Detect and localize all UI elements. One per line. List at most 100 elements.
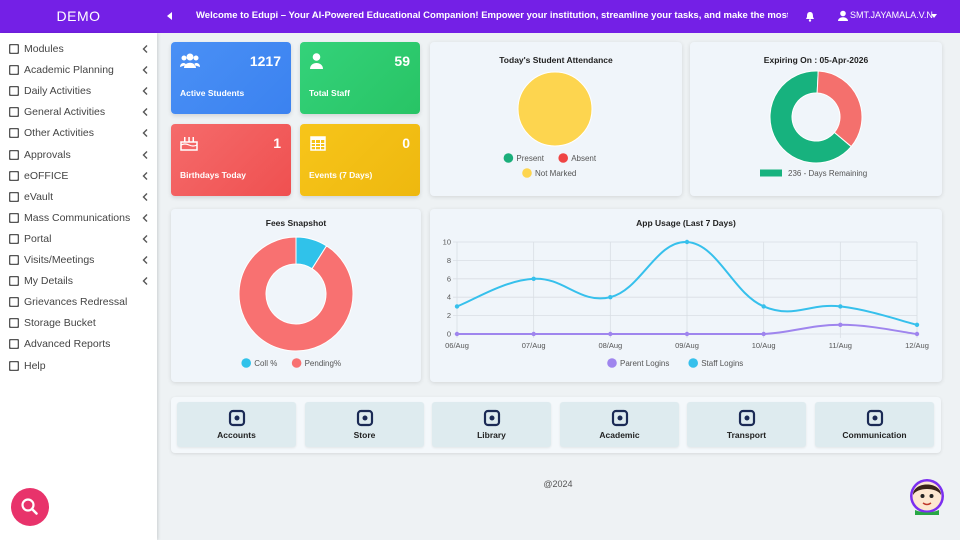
- chevron-icon: [142, 234, 148, 243]
- data-point: [761, 331, 766, 337]
- menu-item[interactable]: Mass Communications: [0, 208, 157, 228]
- chart-title: App Usage (Last 7 Days): [636, 218, 736, 228]
- menu-icon: [9, 360, 19, 371]
- menu-item[interactable]: Visits/Meetings: [0, 250, 157, 270]
- legend-marker: [558, 153, 568, 163]
- icon-shape: [611, 409, 629, 427]
- slice: [769, 70, 852, 164]
- toggle-icon[interactable]: [166, 11, 174, 21]
- marquee: Welcome to Edupi – Your AI-Powered Educa…: [196, 10, 788, 21]
- menu-icon: [9, 191, 19, 202]
- quick-link[interactable]: Transport: [687, 402, 806, 447]
- menu-item[interactable]: eOFFICE: [0, 166, 157, 186]
- quick-link[interactable]: Academic: [560, 402, 679, 447]
- menu-item[interactable]: Approvals: [0, 145, 157, 165]
- slice: [517, 71, 593, 147]
- quick-link-label: Store: [353, 430, 376, 440]
- menu-item[interactable]: Other Activities: [0, 123, 157, 143]
- chevron: [142, 213, 148, 222]
- brand[interactable]: DEMO: [56, 8, 101, 24]
- y-tick-label: 2: [447, 311, 451, 320]
- menu-item[interactable]: General Activities: [0, 102, 157, 122]
- icon-shape: [9, 170, 19, 181]
- menu-item[interactable]: My Details: [0, 271, 157, 291]
- sidebar: Modules Academic Planning Daily Activities…: [0, 33, 157, 540]
- data-point: [914, 331, 920, 337]
- menu-icon: [9, 170, 19, 181]
- bell-icon[interactable]: [805, 11, 815, 22]
- menu-label: Portal: [24, 232, 52, 245]
- menu-label: Daily Activities: [24, 85, 92, 98]
- user-name[interactable]: SMT.JAYAMALA.V.N: [850, 10, 933, 20]
- chart-title: Expiring On : 05-Apr-2026: [764, 55, 869, 65]
- legend-label: 236 - Days Remaining: [788, 169, 867, 178]
- stat-card[interactable]: 59 Total Staff: [300, 42, 420, 114]
- menu-item[interactable]: Portal: [0, 229, 157, 249]
- assistant-avatar[interactable]: [909, 477, 945, 515]
- icon-shape: [9, 255, 19, 265]
- icon-shape: [362, 415, 368, 421]
- menu-icon: [9, 318, 19, 329]
- slice: [816, 70, 863, 148]
- menu-item[interactable]: Help: [0, 356, 157, 376]
- menu-item[interactable]: eVault: [0, 187, 157, 207]
- chevron-icon: [142, 277, 148, 286]
- icon-shape: [9, 297, 19, 308]
- x-tick-label: 10/Aug: [752, 341, 776, 350]
- quick-link-label: Academic: [599, 430, 640, 440]
- stat-card[interactable]: 1217 Active Students: [171, 42, 291, 114]
- stat-value: 59: [394, 53, 410, 69]
- chart-title: Today's Student Attendance: [499, 55, 613, 65]
- stat-card[interactable]: 0 Events (7 Days): [300, 124, 420, 196]
- cake-icon: [180, 137, 198, 151]
- quick-link-label: Transport: [726, 430, 767, 440]
- menu-label: My Details: [24, 275, 74, 288]
- quick-links-bar: [171, 397, 941, 453]
- menu-item[interactable]: Grievances Redressal: [0, 292, 157, 312]
- usage-panel: App Usage (Last 7 Days) 0 2 4 6 8 10 06/Aug 07/A…: [430, 209, 942, 382]
- y-tick-label: 6: [447, 274, 451, 283]
- legend-label: Staff Logins: [701, 359, 743, 368]
- icon-shape: [9, 276, 19, 287]
- caret-icon[interactable]: [931, 14, 937, 19]
- menu-item[interactable]: Daily Activities: [0, 81, 157, 101]
- chevron: [142, 277, 148, 286]
- x-tick-label: 08/Aug: [598, 341, 622, 350]
- quick-link[interactable]: Library: [432, 402, 551, 447]
- stat-card[interactable]: 1 Birthdays Today: [171, 124, 291, 196]
- data-point: [608, 295, 613, 300]
- calendar-icon: [310, 136, 326, 151]
- data-point: [608, 331, 613, 337]
- y-tick-label: 0: [447, 330, 451, 339]
- legend-marker: [241, 358, 251, 368]
- chevron: [142, 129, 148, 138]
- menu-label: Other Activities: [24, 127, 95, 140]
- legend-label: Coll %: [254, 359, 277, 368]
- footer: @2024: [543, 479, 573, 489]
- data-point: [531, 276, 536, 281]
- menu-icon: [9, 86, 19, 97]
- user-icon[interactable]: [838, 10, 848, 21]
- icon-shape: [9, 339, 19, 350]
- search-button[interactable]: [11, 488, 49, 526]
- menu-item[interactable]: Advanced Reports: [0, 334, 157, 354]
- legend-label: Absent: [571, 154, 597, 163]
- menu-item[interactable]: Academic Planning: [0, 60, 157, 80]
- icon-shape: [9, 212, 19, 223]
- chevron: [142, 66, 148, 75]
- fees-panel: Fees Snapshot Coll % Pending%: [171, 209, 421, 382]
- menu-label: Visits/Meetings: [24, 254, 95, 266]
- data-point: [914, 322, 920, 327]
- chevron: [142, 45, 148, 53]
- menu-item[interactable]: Modules: [0, 39, 157, 59]
- quick-link-icon: [228, 409, 246, 427]
- menu-item[interactable]: Storage Bucket: [0, 313, 157, 333]
- quick-link[interactable]: Accounts: [177, 402, 296, 447]
- quick-link[interactable]: Communication: [815, 402, 934, 447]
- quick-link[interactable]: Store: [305, 402, 424, 447]
- chart-title: Fees Snapshot: [266, 218, 327, 228]
- chevron: [142, 87, 148, 96]
- top-bar: DEMO Welcome to Edupi – Your AI-Powered …: [0, 0, 960, 33]
- data-point: [531, 331, 536, 337]
